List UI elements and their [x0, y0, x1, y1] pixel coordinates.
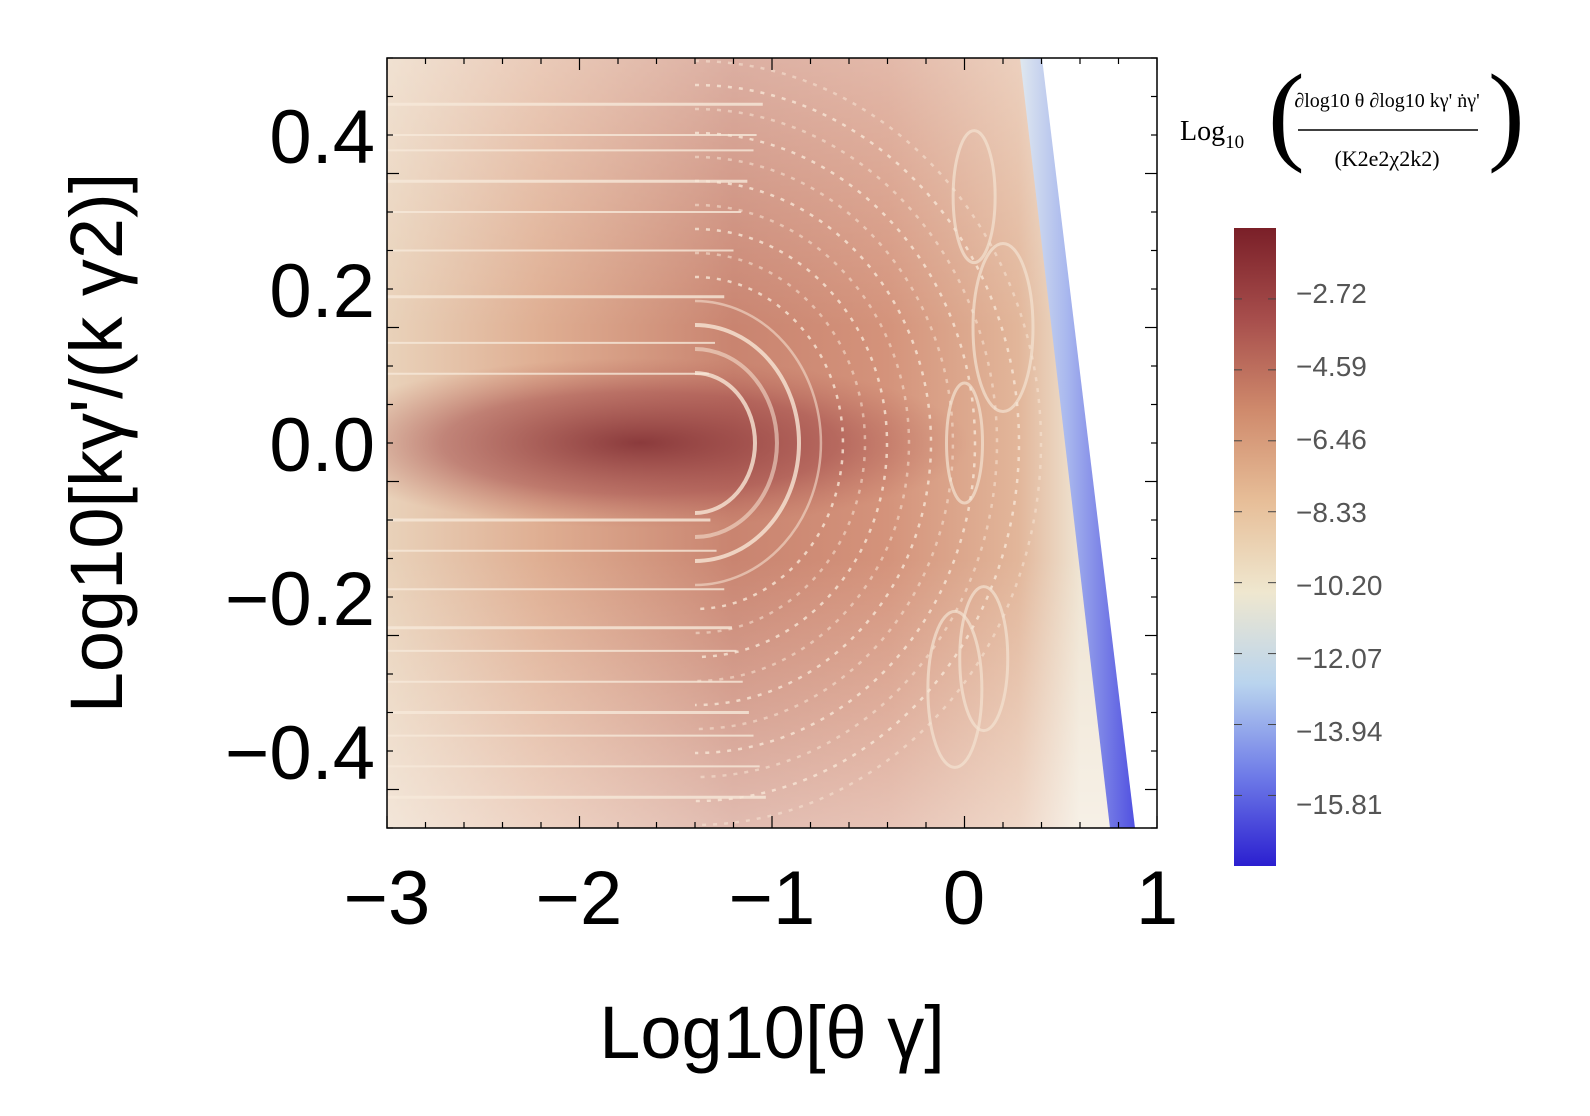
- y-tick-label: 0.4: [269, 95, 375, 180]
- fringe-arc: [694, 131, 977, 755]
- y-tick-label: −0.2: [225, 557, 375, 642]
- fringe-arc: [694, 347, 779, 539]
- fringe-ring: [945, 381, 984, 505]
- colorbar-title-denominator: (K2e2χ2k2): [1334, 146, 1439, 171]
- colorbar-title-log: Log10: [1180, 116, 1244, 153]
- axis-tick-marks: [386, 57, 1158, 829]
- y-tick-label: 0.0: [269, 403, 375, 488]
- colorbar-title-right-paren: ): [1488, 52, 1525, 174]
- fringe-arc: [694, 107, 999, 779]
- y-tick-label: −0.4: [225, 711, 375, 796]
- colorbar-title-left-paren: (: [1268, 52, 1305, 174]
- fringe-arc: [694, 371, 757, 515]
- colorbar-tick-label: −4.59: [1296, 351, 1367, 382]
- fringe-ring: [971, 242, 1035, 413]
- colorbar-tick-label: −2.72: [1296, 278, 1367, 309]
- x-tick-label: −3: [344, 856, 431, 941]
- colorbar-tick-label: −12.07: [1296, 643, 1382, 674]
- interference-fringes: [387, 59, 1043, 827]
- colorbar-title: Log10 ( ∂log10 θ ∂log10 kγ' ṅγ' (K2e2χ2k…: [1180, 52, 1525, 174]
- colorbar-tick-label: −15.81: [1296, 789, 1382, 820]
- x-tick-label: 1: [1136, 856, 1178, 941]
- fringe-ring: [926, 609, 984, 769]
- x-tick-label: −1: [729, 856, 816, 941]
- fringe-ring: [951, 129, 997, 265]
- fringe-ring: [958, 585, 1010, 733]
- colorbar-tick-label: −6.46: [1296, 424, 1367, 455]
- x-axis-label: Log10[θ γ]: [599, 991, 945, 1074]
- colorbar-ticks: [1234, 298, 1276, 796]
- heatmap-field: [387, 58, 1157, 828]
- fringe-arc: [694, 275, 845, 611]
- colorbar-tick-label: −10.20: [1296, 570, 1382, 601]
- colorbar-tick-label: −8.33: [1296, 497, 1367, 528]
- x-tick-labels: −3 −2 −1 0 1: [344, 856, 1178, 941]
- colorbar-tick-label: −13.94: [1296, 716, 1382, 747]
- fringe-arc: [694, 155, 955, 731]
- fringe-arc: [694, 323, 801, 563]
- colorbar-title-numerator: ∂log10 θ ∂log10 kγ' ṅγ': [1294, 90, 1479, 112]
- y-axis-label: Log10[kγ'/(k γ2)]: [55, 173, 138, 714]
- x-tick-label: 0: [943, 856, 985, 941]
- fringe-arc: [694, 203, 911, 683]
- fringe-arc: [694, 299, 823, 587]
- colorbar: [1234, 228, 1276, 866]
- x-tick-label: −2: [536, 856, 623, 941]
- y-tick-label: 0.2: [269, 249, 375, 334]
- colorbar-tick-labels: −2.72 −4.59 −6.46 −8.33 −10.20 −12.07 −1…: [1296, 278, 1382, 820]
- fringe-arc: [694, 59, 1043, 827]
- y-tick-labels: 0.4 0.2 0.0 −0.2 −0.4: [225, 95, 375, 796]
